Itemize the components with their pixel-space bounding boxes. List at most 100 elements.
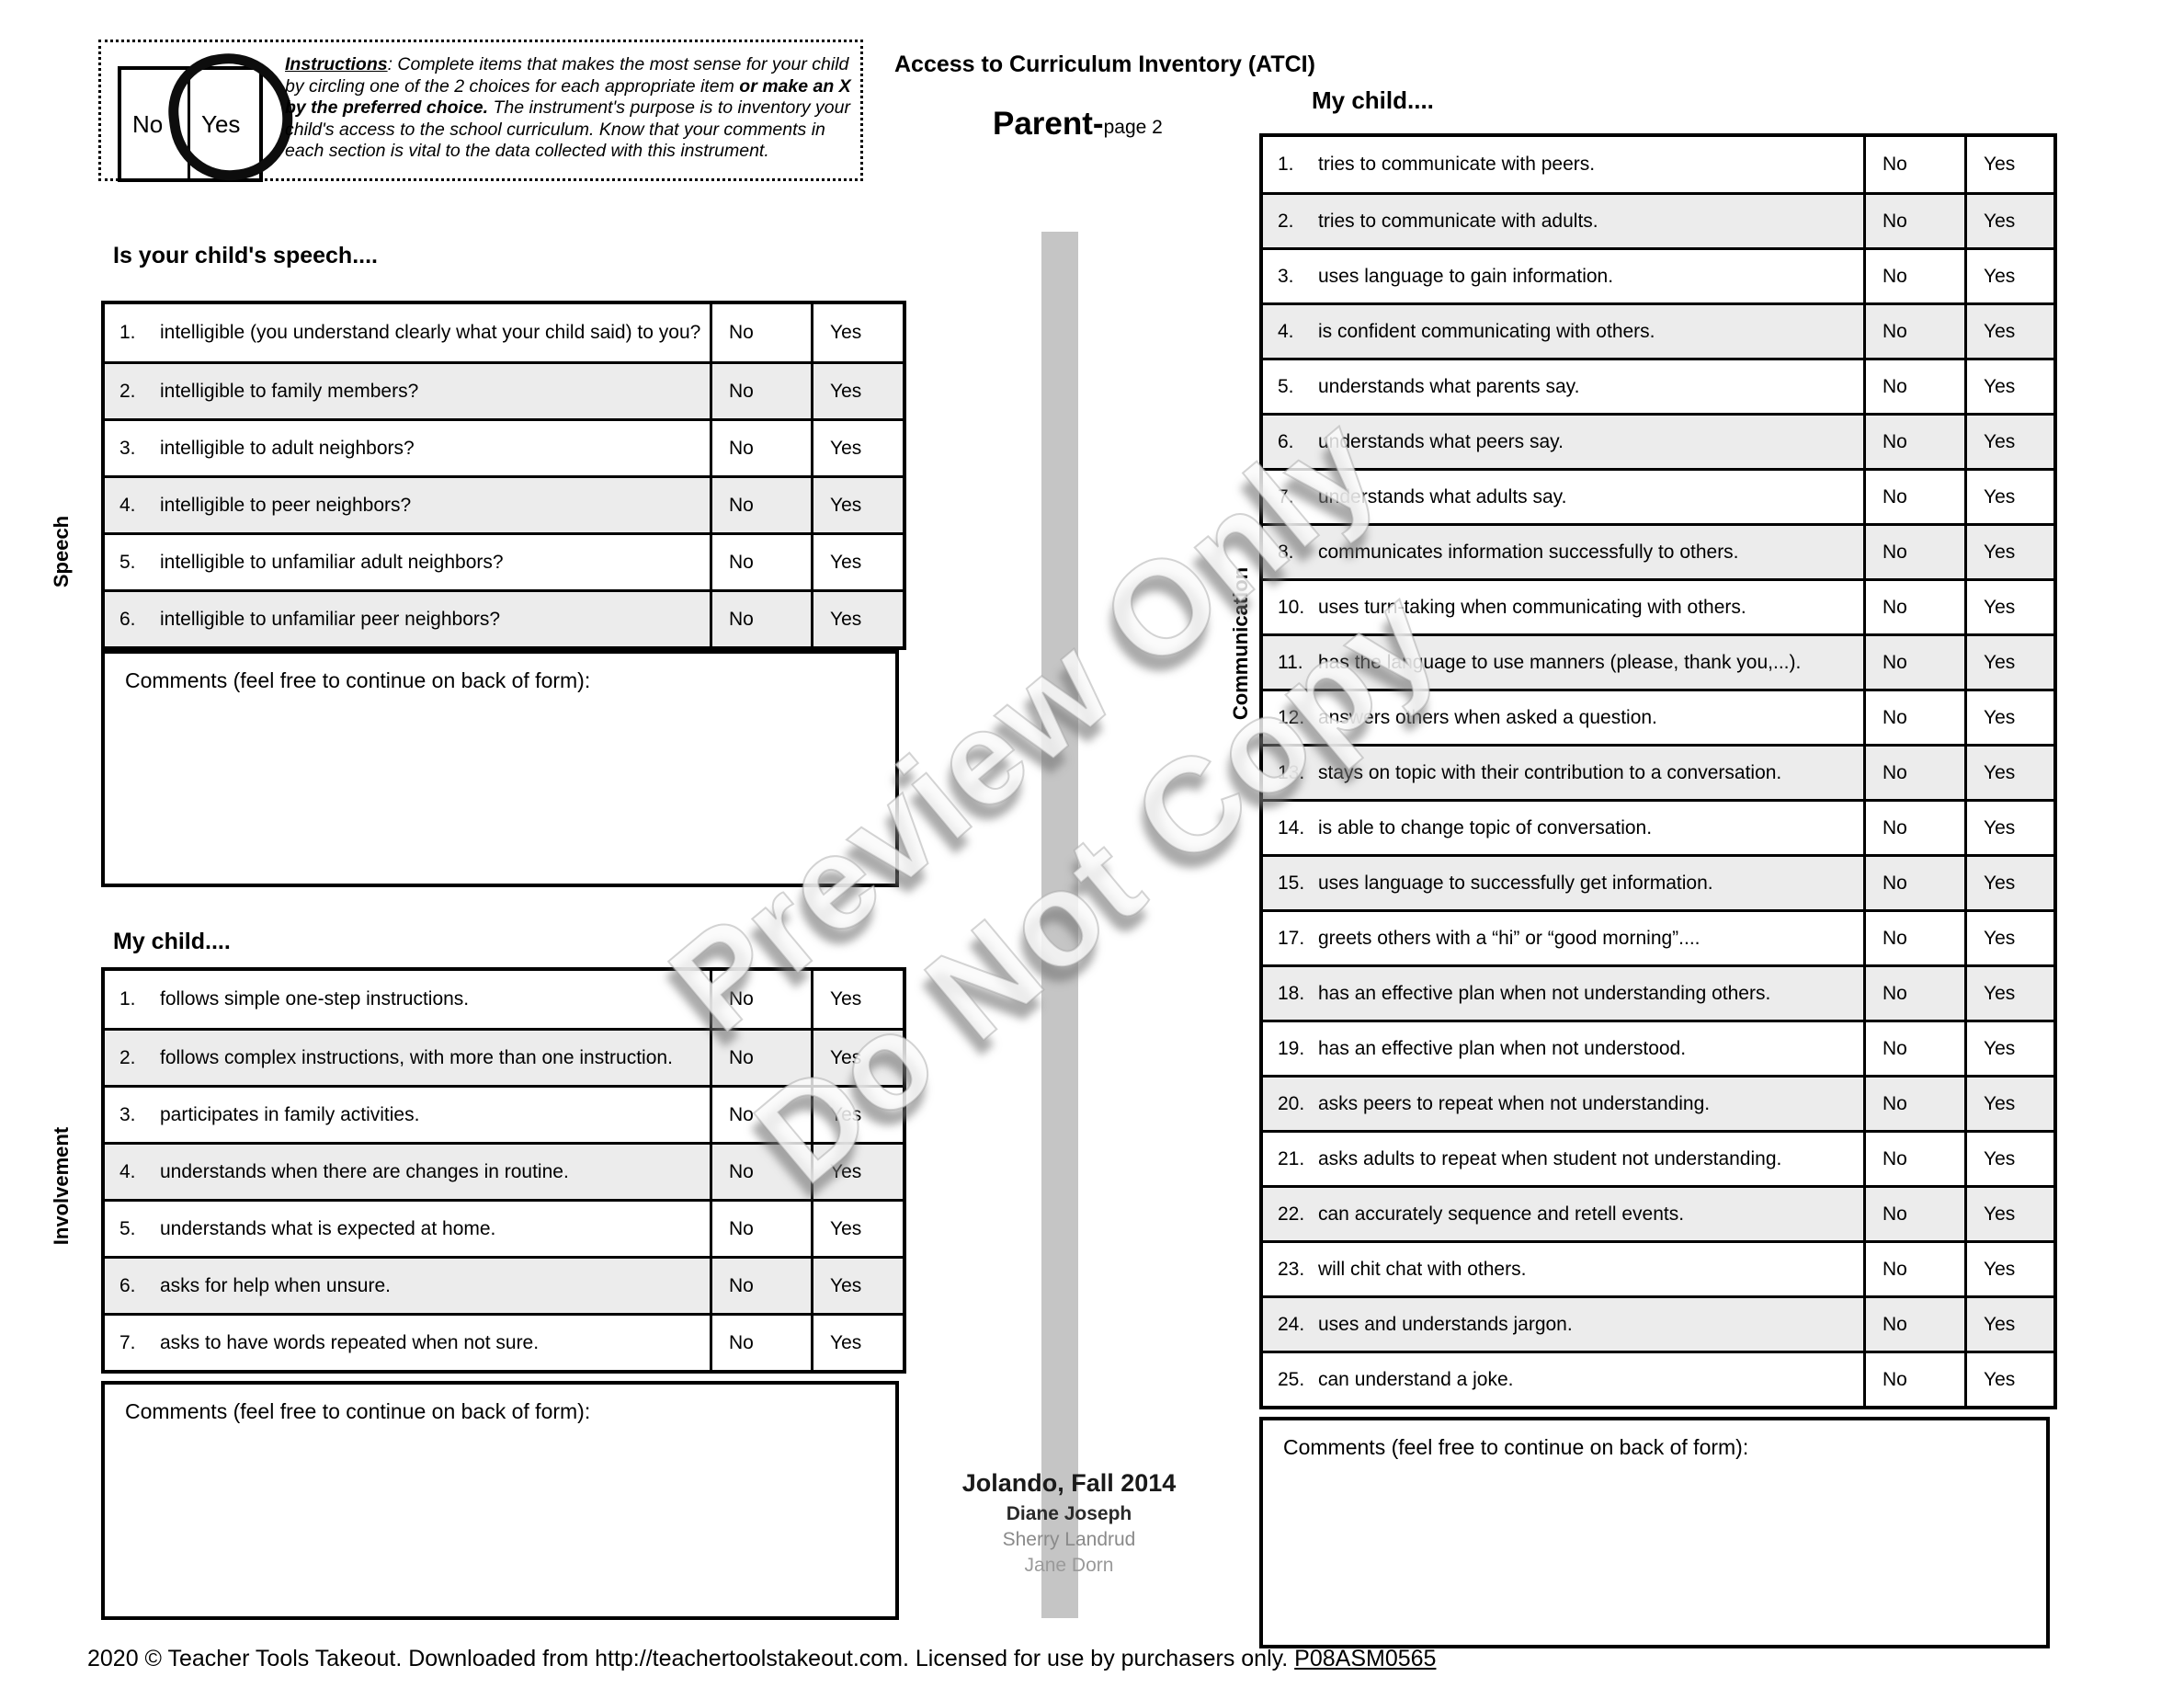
yes-cell[interactable]: Yes xyxy=(1964,1298,2053,1351)
no-cell[interactable]: No xyxy=(1863,636,1964,689)
statement-cell: 5. intelligible to unfamiliar adult neigh… xyxy=(105,535,710,589)
no-cell[interactable]: No xyxy=(1863,912,1964,964)
statement-cell: 3. intelligible to adult neighbors? xyxy=(105,421,710,475)
no-cell[interactable]: No xyxy=(1863,195,1964,247)
item-text: has an effective plan when not understan… xyxy=(1318,982,1771,1004)
no-cell[interactable]: No xyxy=(1863,1022,1964,1075)
no-cell[interactable]: No xyxy=(1863,857,1964,909)
yes-cell[interactable]: Yes xyxy=(811,1088,903,1142)
table-row: 1. intelligible (you understand clearly w… xyxy=(105,304,903,361)
no-cell[interactable]: No xyxy=(710,535,811,589)
yes-cell[interactable]: Yes xyxy=(811,421,903,475)
yes-cell[interactable]: Yes xyxy=(1964,691,2053,744)
communication-comments-box[interactable]: Comments (feel free to continue on back … xyxy=(1259,1417,2050,1648)
yes-cell[interactable]: Yes xyxy=(811,592,903,646)
no-cell[interactable]: No xyxy=(1863,360,1964,413)
yes-cell[interactable]: Yes xyxy=(811,1202,903,1256)
statement-cell: 6. understands what peers say. xyxy=(1263,416,1863,468)
comments-label: Comments (feel free to continue on back … xyxy=(125,1399,591,1423)
yes-cell[interactable]: Yes xyxy=(811,364,903,418)
no-cell[interactable]: No xyxy=(1863,1298,1964,1351)
no-cell[interactable]: No xyxy=(1863,1078,1964,1130)
no-cell[interactable]: No xyxy=(710,1316,811,1370)
no-cell[interactable]: No xyxy=(1863,305,1964,358)
yes-cell[interactable]: Yes xyxy=(1964,747,2053,799)
no-cell[interactable]: No xyxy=(710,421,811,475)
item-text: intelligible to adult neighbors? xyxy=(160,437,415,459)
item-text: is confident communicating with others. xyxy=(1318,320,1655,342)
no-cell[interactable]: No xyxy=(1863,691,1964,744)
yes-cell[interactable]: Yes xyxy=(1964,912,2053,964)
no-cell[interactable]: No xyxy=(1863,250,1964,302)
yes-cell[interactable]: Yes xyxy=(811,304,903,361)
speech-comments-box[interactable]: Comments (feel free to continue on back … xyxy=(101,650,899,887)
no-cell[interactable]: No xyxy=(1863,526,1964,578)
yes-cell[interactable]: Yes xyxy=(1964,1078,2053,1130)
no-cell[interactable]: No xyxy=(1863,747,1964,799)
yes-cell[interactable]: Yes xyxy=(1964,802,2053,854)
table-row: 3. intelligible to adult neighbors? No Ye… xyxy=(105,418,903,475)
yes-cell[interactable]: Yes xyxy=(1964,1353,2053,1406)
no-cell[interactable]: No xyxy=(710,592,811,646)
yes-cell[interactable]: Yes xyxy=(1964,360,2053,413)
no-cell[interactable]: No xyxy=(710,364,811,418)
no-cell[interactable]: No xyxy=(1863,1133,1964,1185)
item-number: 3. xyxy=(1278,265,1294,287)
no-cell[interactable]: No xyxy=(1863,416,1964,468)
yes-cell[interactable]: Yes xyxy=(811,1145,903,1199)
no-cell[interactable]: No xyxy=(710,971,811,1028)
item-text: understands what peers say. xyxy=(1318,430,1564,452)
yes-cell[interactable]: Yes xyxy=(1964,305,2053,358)
no-cell[interactable]: No xyxy=(710,1202,811,1256)
no-cell[interactable]: No xyxy=(1863,581,1964,633)
no-cell[interactable]: No xyxy=(1863,137,1964,192)
statement-cell: 3. participates in family activities. xyxy=(105,1088,710,1142)
yes-cell[interactable]: Yes xyxy=(1964,471,2053,523)
item-text: follows complex instructions, with more … xyxy=(160,1046,673,1068)
no-cell[interactable]: No xyxy=(1863,1243,1964,1295)
table-row: 24. uses and understands jargon. No Yes xyxy=(1263,1295,2053,1351)
example-yes-cell[interactable]: Yes xyxy=(188,70,259,178)
communication-heading: My child.... xyxy=(1312,86,1434,114)
example-no-cell[interactable]: No xyxy=(132,109,164,138)
yes-cell[interactable]: Yes xyxy=(1964,195,2053,247)
yes-cell[interactable]: Yes xyxy=(811,971,903,1028)
no-cell[interactable]: No xyxy=(710,304,811,361)
yes-cell[interactable]: Yes xyxy=(1964,967,2053,1020)
yes-cell[interactable]: Yes xyxy=(1964,1133,2053,1185)
no-cell[interactable]: No xyxy=(710,1031,811,1085)
yes-cell[interactable]: Yes xyxy=(1964,1022,2053,1075)
statement-cell: 1. intelligible (you understand clearly w… xyxy=(105,304,710,361)
yes-cell[interactable]: Yes xyxy=(1964,416,2053,468)
yes-cell[interactable]: Yes xyxy=(1964,636,2053,689)
no-cell[interactable]: No xyxy=(710,1145,811,1199)
no-cell[interactable]: No xyxy=(710,478,811,532)
no-cell[interactable]: No xyxy=(710,1088,811,1142)
statement-cell: 25. can understand a joke. xyxy=(1263,1353,1863,1406)
yes-cell[interactable]: Yes xyxy=(811,1259,903,1313)
yes-cell[interactable]: Yes xyxy=(1964,857,2053,909)
statement-cell: 20. asks peers to repeat when not underst… xyxy=(1263,1078,1863,1130)
comments-label: Comments (feel free to continue on back … xyxy=(125,668,591,692)
yes-cell[interactable]: Yes xyxy=(1964,250,2053,302)
yes-cell[interactable]: Yes xyxy=(811,1316,903,1370)
yes-cell[interactable]: Yes xyxy=(1964,1188,2053,1240)
no-cell[interactable]: No xyxy=(1863,1353,1964,1406)
yes-cell[interactable]: Yes xyxy=(1964,1243,2053,1295)
table-row: 3. participates in family activities. No … xyxy=(105,1085,903,1142)
yes-cell[interactable]: Yes xyxy=(1964,137,2053,192)
no-cell[interactable]: No xyxy=(710,1259,811,1313)
no-cell[interactable]: No xyxy=(1863,967,1964,1020)
statement-cell: 17. greets others with a “hi” or “good mo… xyxy=(1263,912,1863,964)
yes-cell[interactable]: Yes xyxy=(811,1031,903,1085)
yes-cell[interactable]: Yes xyxy=(1964,526,2053,578)
no-cell[interactable]: No xyxy=(1863,1188,1964,1240)
involvement-comments-box[interactable]: Comments (feel free to continue on back … xyxy=(101,1381,899,1620)
yes-cell[interactable]: Yes xyxy=(811,535,903,589)
table-row: 11. has the language to use manners (plea… xyxy=(1263,633,2053,689)
yes-cell[interactable]: Yes xyxy=(1964,581,2053,633)
yes-cell[interactable]: Yes xyxy=(811,478,903,532)
no-cell[interactable]: No xyxy=(1863,471,1964,523)
item-text: communicates information successfully to… xyxy=(1318,541,1739,563)
no-cell[interactable]: No xyxy=(1863,802,1964,854)
